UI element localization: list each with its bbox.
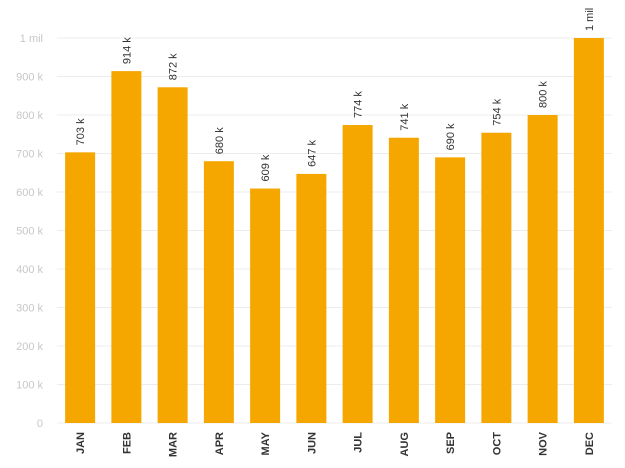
bar-jul[interactable] [342, 125, 373, 423]
data-label: 741 k [399, 103, 411, 130]
x-axis-ticks: JAN FEB MAR APR MAY JUN JUL AUG SEP OCT NOV DEC [75, 431, 596, 457]
y-tick-label: 600 k [16, 187, 43, 199]
y-tick-label: 900 k [16, 72, 43, 84]
y-tick-label: 300 k [16, 303, 43, 315]
y-axis-ticks: 0 100 k 200 k 300 k 400 k 500 k 600 k 700 k 800 … [16, 33, 43, 430]
data-label: 754 k [491, 98, 503, 125]
x-tick-label: JAN [75, 432, 87, 454]
data-label: 690 k [445, 123, 457, 150]
bar-jun[interactable] [296, 173, 327, 423]
x-tick-label: OCT [491, 432, 503, 456]
data-label: 647 k [306, 139, 318, 166]
bar-mar[interactable] [157, 87, 188, 423]
y-tick-label: 500 k [16, 226, 43, 238]
y-tick-label: 200 k [16, 341, 43, 353]
x-tick-label: SEP [445, 432, 457, 454]
bar-may[interactable] [250, 188, 281, 423]
data-label: 1 mil [584, 8, 596, 31]
bar-nov[interactable] [527, 115, 558, 423]
data-label: 800 k [538, 81, 550, 108]
bar-apr[interactable] [203, 161, 234, 423]
bar-dec[interactable] [573, 38, 604, 423]
x-tick-label: AUG [399, 432, 411, 456]
bars [65, 38, 604, 424]
x-tick-label: JUL [353, 432, 365, 453]
y-tick-label: 400 k [16, 264, 43, 276]
x-tick-label: APR [214, 432, 226, 455]
data-label: 703 k [75, 118, 87, 145]
data-label: 872 k [168, 53, 180, 80]
x-tick-label: JUN [306, 432, 318, 454]
bar-feb[interactable] [111, 71, 142, 424]
y-tick-label: 100 k [16, 380, 43, 392]
data-label: 914 k [121, 37, 133, 64]
x-tick-label: DEC [584, 432, 596, 455]
bar-aug[interactable] [388, 137, 419, 423]
y-tick-label: 800 k [16, 110, 43, 122]
data-label: 774 k [353, 91, 365, 118]
bar-oct[interactable] [481, 132, 512, 423]
x-tick-label: FEB [121, 432, 133, 454]
data-labels: 703 k 914 k 872 k 680 k 609 k 647 k 774 k 741 k… [75, 8, 596, 182]
bar-sep[interactable] [435, 157, 466, 423]
y-tick-label: 0 [37, 418, 43, 430]
bar-jan[interactable] [65, 152, 96, 423]
gridlines [57, 37, 612, 424]
x-tick-label: MAR [168, 432, 180, 457]
x-tick-label: MAY [260, 431, 272, 455]
y-tick-label: 1 mil [20, 33, 43, 45]
data-label: 609 k [260, 154, 272, 181]
x-tick-label: NOV [538, 431, 550, 456]
y-tick-label: 700 k [16, 149, 43, 161]
data-label: 680 k [214, 127, 226, 154]
